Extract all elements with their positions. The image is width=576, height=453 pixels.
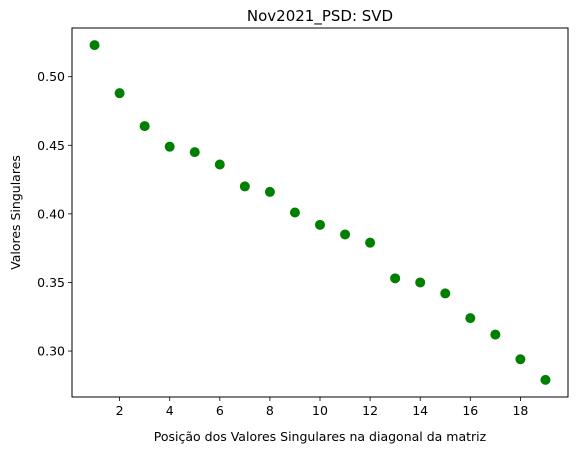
data-point: [189, 147, 200, 158]
x-tick-label: 12: [362, 403, 378, 418]
x-tick-label: 14: [412, 403, 428, 418]
y-tick-label: 0.50: [37, 69, 65, 84]
data-point: [114, 88, 125, 99]
y-tick-label: 0.40: [37, 206, 65, 221]
data-point: [239, 181, 250, 192]
data-point: [315, 219, 325, 230]
x-tick-label: 2: [116, 403, 124, 418]
data-point: [289, 207, 300, 218]
x-tick-label: 6: [216, 403, 224, 418]
data-point: [340, 229, 351, 240]
data-point: [465, 313, 476, 324]
x-axis-label: Posição dos Valores Singulares na diagon…: [154, 429, 487, 444]
x-axis-ticks: 2 4 6 8 10 12 14 16 18: [116, 397, 528, 418]
y-tick-label: 0.45: [37, 138, 65, 153]
y-axis-ticks: 0.30 0.35 0.40 0.45 0.50: [37, 69, 72, 359]
data-point: [264, 186, 275, 197]
y-axis-label: Valores Singulares: [8, 155, 23, 270]
data-point: [365, 237, 376, 248]
plot-background: [72, 28, 568, 397]
plot-frame: [71, 27, 569, 398]
data-point: [490, 329, 501, 340]
x-tick-label: 18: [512, 403, 528, 418]
x-tick-label: 10: [312, 403, 328, 418]
data-point: [540, 374, 551, 385]
data-point: [390, 273, 401, 284]
data-point: [164, 141, 175, 152]
data-point: [139, 121, 150, 132]
data-point: [214, 159, 225, 170]
data-point: [415, 277, 426, 288]
data-point: [440, 288, 451, 299]
y-tick-label: 0.35: [37, 275, 65, 290]
chart-title: Nov2021_PSD: SVD: [247, 7, 393, 26]
x-tick-label: 16: [462, 403, 478, 418]
x-tick-label: 8: [266, 403, 274, 418]
data-point: [515, 354, 526, 365]
data-points: [89, 40, 551, 385]
y-tick-label: 0.30: [37, 344, 65, 359]
data-point: [89, 40, 100, 51]
x-tick-label: 4: [166, 403, 174, 418]
